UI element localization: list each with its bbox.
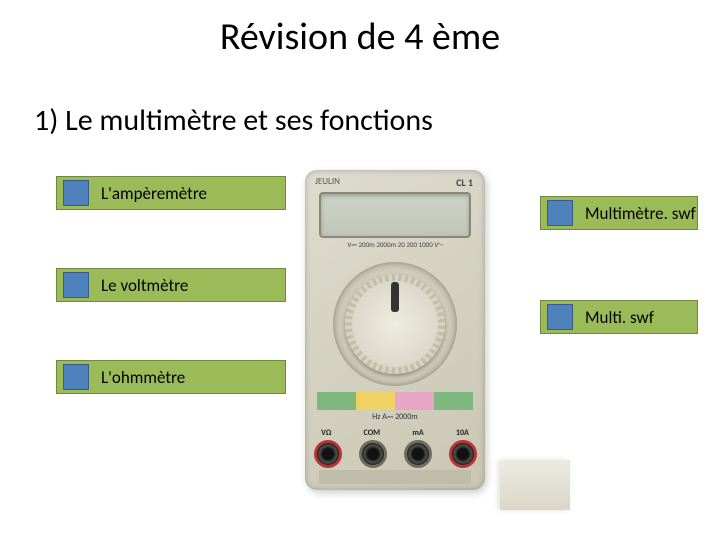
bullet-square-icon <box>547 304 573 330</box>
meter-dial-knurl <box>345 274 445 374</box>
label-text: L'ohmmètre <box>101 367 185 388</box>
meter-screen <box>319 192 471 238</box>
meter-brand: JEULIN <box>315 176 340 187</box>
port-label: mA <box>412 428 423 438</box>
label-multi-swf[interactable]: Multi. swf <box>540 300 698 334</box>
decorative-block <box>500 460 570 510</box>
port-label: 10A <box>456 428 469 438</box>
label-voltmetre[interactable]: Le voltmètre <box>56 268 286 302</box>
meter-mid-labels: Hz A⎓ 2000m <box>305 412 485 422</box>
label-multimetre-swf[interactable]: Multimètre. swf <box>540 196 698 230</box>
bullet-square-icon <box>63 364 89 390</box>
port-com <box>359 440 387 468</box>
label-ohmmetre[interactable]: L'ohmmètre <box>56 360 286 394</box>
bullet-square-icon <box>63 180 89 206</box>
port-10a <box>449 440 477 468</box>
meter-port-labels: VΩ COM mA 10A <box>305 428 485 438</box>
label-text: L'ampèremètre <box>101 183 207 204</box>
bullet-square-icon <box>547 200 573 226</box>
section-heading: 1) Le multimètre et ses fonctions <box>34 102 433 139</box>
meter-bottom-panel <box>319 470 471 484</box>
multimeter-image: JEULIN CL 1 V⎓ 200m 2000m 20 200 1000 V∿… <box>305 170 485 490</box>
meter-colorband <box>317 392 473 410</box>
meter-range-top: V⎓ 200m 2000m 20 200 1000 V∿ <box>305 240 485 250</box>
meter-model: CL 1 <box>456 176 473 189</box>
port-v-ohm <box>314 440 342 468</box>
page-title: Révision de 4 ème <box>0 14 720 60</box>
bullet-square-icon <box>63 272 89 298</box>
label-amperemetre[interactable]: L'ampèremètre <box>56 176 286 210</box>
port-label: VΩ <box>321 428 331 438</box>
label-text: Multimètre. swf <box>585 203 696 224</box>
meter-ports <box>305 440 485 468</box>
meter-dial <box>345 274 445 374</box>
label-text: Le voltmètre <box>101 275 188 296</box>
port-label: COM <box>364 428 381 438</box>
label-text: Multi. swf <box>585 307 654 328</box>
slide: { "title": "Révision de 4 ème", "subtitl… <box>0 0 720 540</box>
port-ma <box>404 440 432 468</box>
